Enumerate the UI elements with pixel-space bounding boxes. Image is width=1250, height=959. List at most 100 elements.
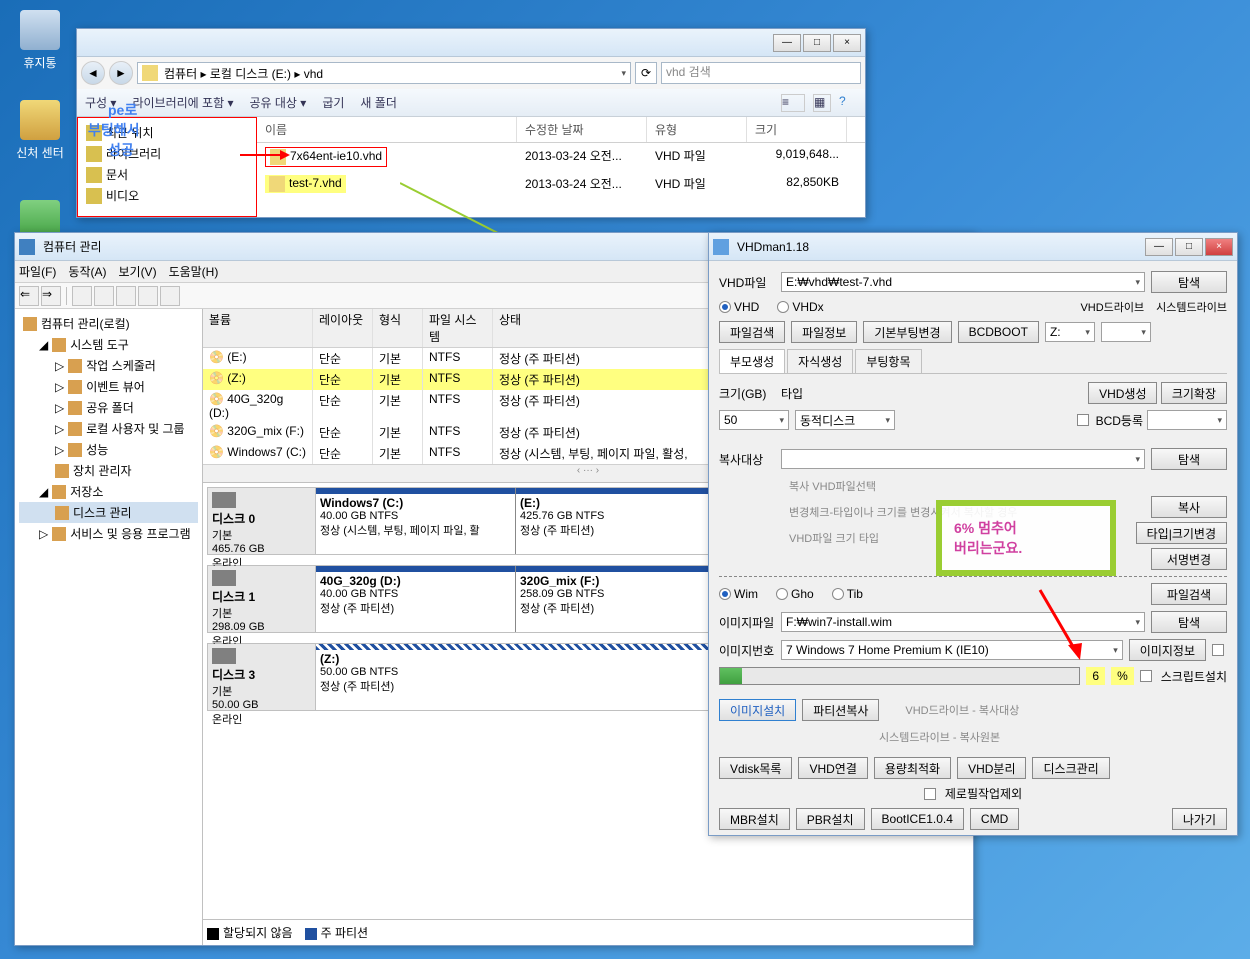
pbrinstall-button[interactable]: PBR설치 [796,808,865,830]
descchange-button[interactable]: 서명변경 [1151,548,1227,570]
imagefile-select[interactable]: F:₩win7-install.wim▾ [781,612,1145,632]
radio-vhd[interactable]: VHD [719,300,759,314]
browse-button[interactable]: 탐색 [1151,271,1227,293]
mbrinstall-button[interactable]: MBR설치 [719,808,790,830]
minimize-button[interactable]: — [773,34,801,52]
sizeexpand-button[interactable]: 크기확장 [1161,382,1227,404]
tab-parent[interactable]: 부모생성 [719,349,785,373]
col-date[interactable]: 수정한 날짜 [517,117,647,142]
explorer-titlebar[interactable]: — □ × [77,29,865,57]
diskmgmt-button[interactable]: 디스크관리 [1032,757,1109,779]
vol-col[interactable]: 레이아웃 [313,309,373,347]
radio-gho[interactable]: Gho [776,587,814,601]
script-checkbox[interactable] [1140,670,1152,682]
minimize-button[interactable]: — [1145,238,1173,256]
filesearch-button[interactable]: 파일검색 [1151,583,1227,605]
close-button[interactable]: × [833,34,861,52]
menu-view[interactable]: 보기(V) [118,263,156,280]
vhdcreate-button[interactable]: VHD생성 [1088,382,1157,404]
toolbar-item[interactable]: 새 폴더 [360,94,396,111]
tree-item[interactable]: ▷ 로컬 사용자 및 그룹 [19,418,198,439]
filesearch-button[interactable]: 파일검색 [719,321,785,343]
toolbar-item[interactable]: 라이브러리에 포함 ▾ [132,94,233,111]
sysdrive-select[interactable]: ▾ [1101,322,1151,342]
cmd-button[interactable]: CMD [970,808,1019,830]
tab-boot[interactable]: 부팅항목 [855,349,921,373]
type-select[interactable]: 동적디스크▾ [795,410,895,430]
pane-button[interactable]: ▦ [813,94,831,112]
toolbar-icon[interactable]: ⇐ [19,286,39,306]
bcdboot-button[interactable]: BCDBOOT [958,321,1039,343]
view-button[interactable]: ≡ [781,94,805,112]
tree-item[interactable]: ◢ 저장소 [19,481,198,502]
zerofill-checkbox[interactable] [924,788,936,800]
chevron-down-icon[interactable]: ▾ [621,68,626,79]
size-select[interactable]: 50▾ [719,410,789,430]
bootice-button[interactable]: BootICE1.0.4 [871,808,964,830]
tree-item[interactable]: ▷ 서비스 및 응용 프로그램 [19,523,198,544]
tree-item[interactable]: ▷ 이벤트 뷰어 [19,376,198,397]
optimize-button[interactable]: 용량최적화 [874,757,951,779]
tree-item[interactable]: 컴퓨터 관리(로컬) [19,313,198,334]
radio-vhdx[interactable]: VHDx [777,300,823,314]
vhdfile-input[interactable]: E:₩vhd₩test-7.vhd▾ [781,272,1145,292]
radio-tib[interactable]: Tib [832,587,863,601]
tree-item[interactable]: ▷ 작업 스케줄러 [19,355,198,376]
tree-item[interactable]: ◢ 시스템 도구 [19,334,198,355]
toolbar-icon[interactable]: ⇒ [41,286,61,306]
maximize-button[interactable]: □ [1175,238,1203,256]
tab-child[interactable]: 자식생성 [787,349,853,373]
desktop-icon-center[interactable]: 신처 센터 [10,100,70,161]
bcdreg-select[interactable]: ▾ [1147,410,1227,430]
nav-forward-button[interactable]: ► [109,61,133,85]
partitioncopy-button[interactable]: 파티션복사 [802,699,879,721]
browse-button[interactable]: 탐색 [1151,448,1227,470]
vhdattach-button[interactable]: VHD연결 [798,757,867,779]
col-name[interactable]: 이름 [257,117,517,142]
copy-button[interactable]: 복사 [1151,496,1227,518]
menu-help[interactable]: 도움말(H) [169,263,219,280]
menu-file[interactable]: 파일(F) [19,263,56,280]
copytarget-select[interactable]: ▾ [781,449,1145,469]
vhdman-titlebar[interactable]: VHDman1.18 — □ × [709,233,1237,261]
maximize-button[interactable]: □ [803,34,831,52]
col-type[interactable]: 유형 [647,117,747,142]
vol-col[interactable]: 볼륨 [203,309,313,347]
bcdreg-checkbox[interactable] [1077,414,1089,426]
sidebar-item[interactable]: 비디오 [82,185,252,206]
nav-back-button[interactable]: ◄ [81,61,105,85]
col-size[interactable]: 크기 [747,117,847,142]
toolbar-icon[interactable] [72,286,92,306]
tree-item-diskmgmt[interactable]: 디스크 관리 [19,502,198,523]
imageinfo-button[interactable]: 이미지정보 [1129,639,1206,661]
radio-wim[interactable]: Wim [719,587,758,601]
imageinstall-button[interactable]: 이미지설치 [719,699,796,721]
file-row[interactable]: 7x64ent-ie10.vhd 2013-03-24 오전... VHD 파일… [257,143,865,171]
tree-item[interactable]: 장치 관리자 [19,460,198,481]
typesize-button[interactable]: 타입|크기변경 [1136,522,1227,544]
tree-item[interactable]: ▷ 공유 폴더 [19,397,198,418]
imageno-select[interactable]: 7 Windows 7 Home Premium K (IE10)▾ [781,640,1123,660]
disk-partition[interactable]: 40G_320g (D:)40.00 GB NTFS정상 (주 파티션) [316,566,516,632]
search-input[interactable]: vhd 검색 [661,62,861,84]
toolbar-icon[interactable] [116,286,136,306]
toolbar-item[interactable]: 공유 대상 ▾ [249,94,306,111]
tree-item[interactable]: ▷ 성능 [19,439,198,460]
drive-select[interactable]: Z:▾ [1045,322,1095,342]
help-icon[interactable]: ? [839,94,857,112]
fileinfo-button[interactable]: 파일정보 [791,321,857,343]
vdisklist-button[interactable]: Vdisk목록 [719,757,792,779]
toolbar-icon[interactable] [138,286,158,306]
vhddetach-button[interactable]: VHD분리 [957,757,1026,779]
toolbar-icon[interactable] [94,286,114,306]
address-bar[interactable]: 컴퓨터 ▸ 로컬 디스크 (E:) ▸ vhd ▾ [137,62,631,84]
toolbar-icon[interactable] [160,286,180,306]
disk-partition[interactable]: Windows7 (C:)40.00 GB NTFS정상 (시스템, 부팅, 페… [316,488,516,554]
menu-action[interactable]: 동작(A) [68,263,106,280]
defaultboot-button[interactable]: 기본부팅변경 [863,321,951,343]
refresh-button[interactable]: ⟳ [635,62,657,84]
desktop-icon-trash[interactable]: 휴지통 [10,10,70,71]
sidebar-item[interactable]: 문서 [82,164,252,185]
browse-button[interactable]: 탐색 [1151,611,1227,633]
vol-col[interactable]: 파일 시스템 [423,309,493,347]
